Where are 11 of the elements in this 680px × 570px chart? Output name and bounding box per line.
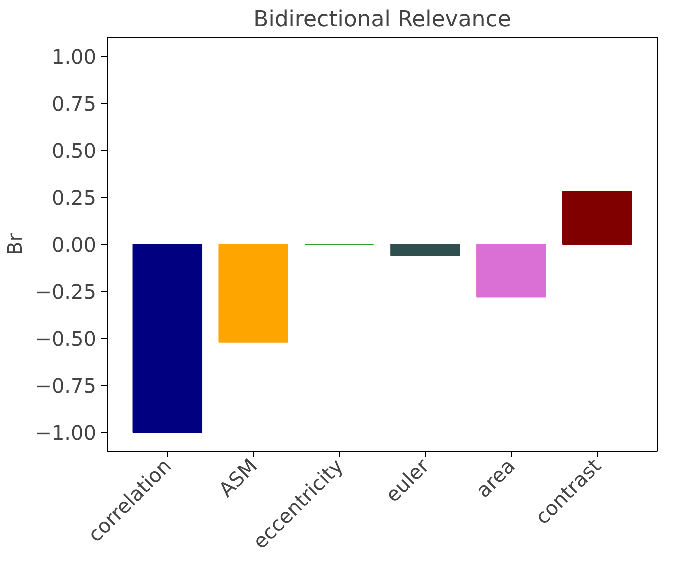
y-tick-label: −1.00 [35,421,97,446]
chart-title: Bidirectional Relevance [254,8,512,32]
y-tick-label: −0.75 [35,374,97,398]
y-tick-label: 0.00 [52,233,96,257]
y-tick-label: −0.50 [35,327,97,352]
y-tick-label: 0.25 [52,186,96,210]
y-tick-label: 0.50 [52,138,96,163]
y-tick-label: 1.00 [52,44,96,69]
y-axis-title: Br [3,232,28,256]
y-tick-label: 0.75 [52,92,96,116]
y-tick-label: −0.25 [35,280,97,304]
